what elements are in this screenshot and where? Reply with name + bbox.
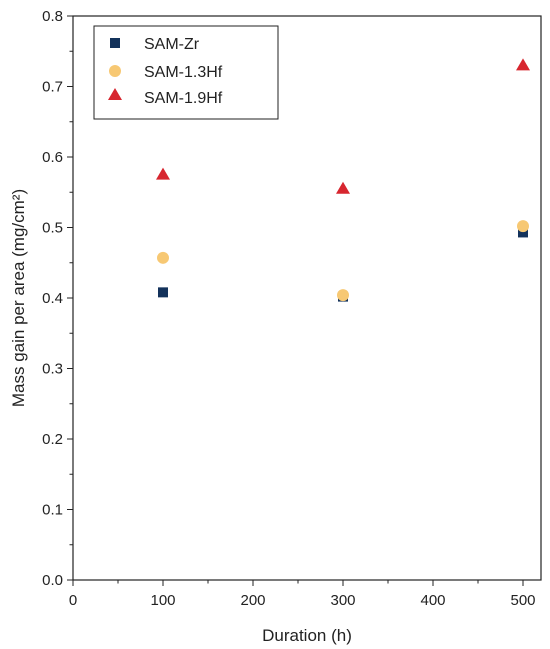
legend-label-sam-1-9hf: SAM-1.9Hf bbox=[144, 90, 223, 107]
data-point-series-2 bbox=[336, 181, 350, 194]
legend-label-sam-zr: SAM-Zr bbox=[144, 36, 200, 53]
data-point-series-0 bbox=[518, 227, 528, 238]
legend-marker-sam-1-9hf bbox=[108, 88, 122, 100]
legend-marker-sam-1-3hf bbox=[109, 65, 121, 77]
x-tick-label: 300 bbox=[330, 592, 355, 609]
y-axis-title: Mass gain per area (mg/cm²) bbox=[9, 189, 28, 407]
y-tick-label: 0.2 bbox=[42, 431, 63, 448]
y-tick-label: 0.3 bbox=[42, 361, 63, 378]
data-point-series-1 bbox=[517, 220, 529, 233]
data-point-series-2 bbox=[516, 58, 530, 71]
y-tick-label: 0.0 bbox=[42, 572, 63, 589]
x-tick-label: 400 bbox=[420, 592, 445, 609]
ticks-layer: 0 100 200 300 400 500 0.0 0.1 0.2 0.3 0.4 0.5 0.6 0.7… bbox=[42, 8, 535, 609]
legend-label-sam-1-3hf: SAM-1.3Hf bbox=[144, 64, 223, 81]
x-tick-label: 500 bbox=[510, 592, 535, 609]
y-tick-label: 0.1 bbox=[42, 502, 63, 519]
legend-marker-sam-zr bbox=[110, 38, 120, 48]
data-point-series-1 bbox=[337, 289, 349, 302]
x-tick-label: 200 bbox=[240, 592, 265, 609]
y-tick-label: 0.7 bbox=[42, 79, 63, 96]
y-tick-label: 0.5 bbox=[42, 220, 63, 237]
x-axis-title: Duration (h) bbox=[262, 626, 352, 645]
y-tick-label: 0.6 bbox=[42, 149, 63, 166]
y-tick-label: 0.8 bbox=[42, 8, 63, 25]
data-point-series-0 bbox=[158, 287, 168, 298]
x-tick-label: 0 bbox=[69, 592, 77, 609]
x-tick-label: 100 bbox=[150, 592, 175, 609]
data-point-series-2 bbox=[156, 167, 170, 180]
y-tick-label: 0.4 bbox=[42, 290, 63, 307]
data-point-series-1 bbox=[157, 251, 169, 264]
legend: SAM-Zr SAM-1.3Hf SAM-1.9Hf bbox=[93, 25, 279, 120]
plot-frame bbox=[72, 15, 542, 581]
points-layer bbox=[156, 58, 530, 302]
legend-box bbox=[93, 25, 279, 120]
